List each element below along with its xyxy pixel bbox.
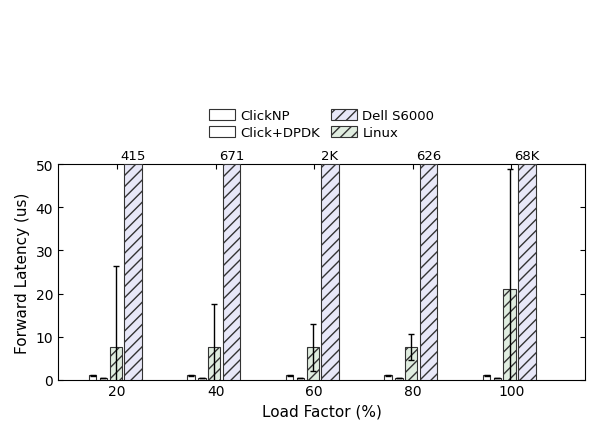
Text: 68K: 68K	[514, 150, 539, 163]
Legend: ClickNP, Click+DPDK, Dell S6000, Linux: ClickNP, Click+DPDK, Dell S6000, Linux	[206, 107, 437, 142]
Bar	[296, 378, 304, 380]
Bar	[110, 348, 122, 380]
Text: 415: 415	[120, 150, 146, 163]
Text: 2K: 2K	[322, 150, 338, 163]
Bar	[321, 165, 338, 380]
Bar	[100, 378, 107, 380]
Bar	[518, 165, 536, 380]
Bar	[198, 378, 206, 380]
Y-axis label: Forward Latency (us): Forward Latency (us)	[15, 192, 30, 353]
Bar	[187, 375, 195, 380]
Bar	[208, 348, 220, 380]
Bar	[385, 375, 392, 380]
Text: 626: 626	[416, 150, 441, 163]
Text: 671: 671	[219, 150, 244, 163]
Bar	[395, 378, 403, 380]
X-axis label: Load Factor (%): Load Factor (%)	[262, 404, 382, 419]
Bar	[286, 375, 293, 380]
Bar	[124, 165, 142, 380]
Bar	[420, 165, 437, 380]
Bar	[405, 348, 418, 380]
Bar	[223, 165, 240, 380]
Bar	[307, 348, 319, 380]
Bar	[494, 378, 501, 380]
Bar	[89, 375, 96, 380]
Bar	[503, 289, 516, 380]
Bar	[483, 375, 490, 380]
